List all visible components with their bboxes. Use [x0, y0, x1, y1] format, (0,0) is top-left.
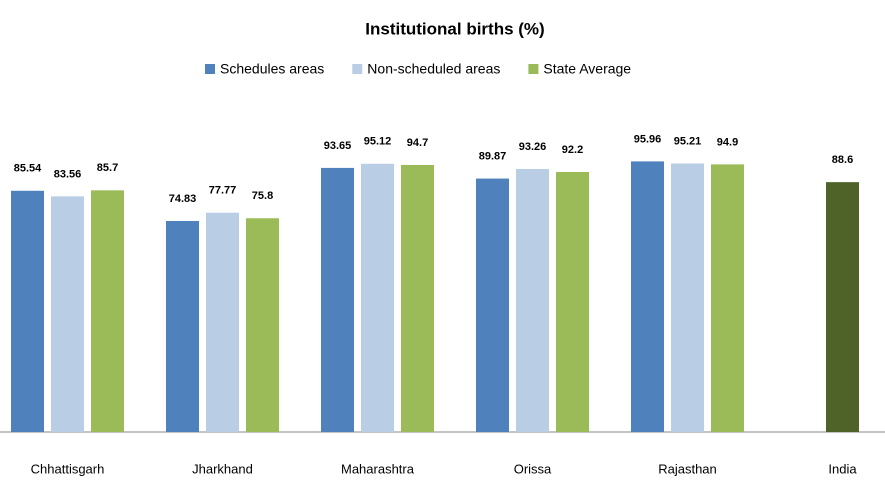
bar [91, 190, 124, 432]
data-label: 93.26 [519, 141, 547, 153]
data-label: 95.12 [364, 136, 392, 148]
bar [51, 196, 84, 432]
bar [321, 167, 354, 433]
x-tick-label: Rajasthan [658, 461, 717, 476]
legend-swatch [528, 64, 539, 74]
data-label: 95.96 [634, 133, 662, 145]
data-label: 85.7 [97, 162, 118, 174]
data-label: 83.56 [54, 168, 82, 180]
x-tick-label: Maharashtra [341, 461, 415, 476]
bar [826, 182, 859, 432]
data-label: 75.8 [252, 190, 273, 202]
data-label: 94.9 [717, 136, 738, 148]
data-label: 89.87 [479, 150, 507, 162]
x-tick-label: India [828, 461, 857, 476]
bar [671, 163, 704, 432]
bar [711, 164, 744, 432]
legend-label: Schedules areas [220, 61, 324, 77]
bar [556, 171, 589, 432]
legend-swatch [205, 64, 215, 74]
data-label: 95.21 [674, 135, 702, 147]
chart-title: Institutional births (%) [365, 19, 544, 38]
bar [476, 178, 509, 432]
data-label: 94.7 [407, 137, 428, 149]
bar [361, 163, 394, 432]
bar [246, 218, 279, 432]
x-tick-label: Chhattisgarh [31, 461, 105, 476]
bar [166, 220, 199, 432]
bar [401, 164, 434, 433]
legend-label: State Average [543, 61, 631, 77]
data-label: 88.6 [832, 154, 853, 166]
data-label: 92.2 [562, 144, 583, 156]
legend-label: Non-scheduled areas [367, 61, 500, 77]
bar [516, 169, 549, 432]
data-label: 93.65 [324, 140, 352, 152]
data-label: 85.54 [14, 163, 42, 175]
bar [11, 190, 44, 432]
data-label: 77.77 [209, 185, 237, 197]
x-tick-label: Orissa [514, 461, 552, 476]
x-tick-label: Jharkhand [192, 461, 253, 476]
legend-swatch [352, 64, 363, 74]
data-label: 74.83 [169, 193, 197, 205]
bar [631, 161, 664, 432]
bar [206, 212, 239, 432]
